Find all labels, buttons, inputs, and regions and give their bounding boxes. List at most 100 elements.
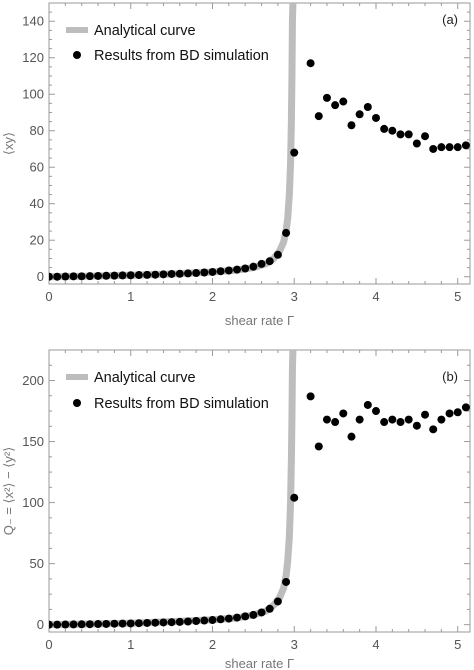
data-point xyxy=(273,597,282,606)
data-point xyxy=(445,409,454,418)
legend: Analytical curve Results from BD simulati… xyxy=(66,23,269,64)
data-point xyxy=(200,616,209,625)
panel-a: 0 1 2 3 4 5 0 20 40 60 80 100 120 140 shear rate Γ ⟨xy⟩… xyxy=(1,2,471,328)
data-point xyxy=(314,112,323,121)
data-point xyxy=(94,271,103,280)
x-axis-label: shear rate Γ xyxy=(225,656,294,670)
data-point xyxy=(175,617,184,626)
legend-label-analytical: Analytical curve xyxy=(94,23,196,39)
data-point xyxy=(388,126,397,135)
data-point xyxy=(461,403,470,412)
data-point xyxy=(396,418,405,427)
data-point xyxy=(265,257,274,266)
y-tick-label: 20 xyxy=(30,233,44,248)
y-tick-label: 150 xyxy=(22,434,44,449)
data-point xyxy=(437,143,446,152)
data-point xyxy=(110,271,119,280)
data-point xyxy=(134,271,143,280)
y-tick-label: 80 xyxy=(30,123,44,138)
x-tick-label: 5 xyxy=(454,289,461,304)
data-point xyxy=(290,148,299,157)
y-axis-label: Q₋ = ⟨x²⟩ − ⟨y²⟩ xyxy=(1,447,16,536)
data-point xyxy=(151,618,160,627)
legend-point-swatch xyxy=(73,51,81,59)
analytical-curve xyxy=(49,3,297,281)
data-point xyxy=(429,425,438,434)
data-point xyxy=(257,608,266,617)
data-point xyxy=(437,415,446,424)
data-point xyxy=(249,262,258,271)
y-axis-label: ⟨xy⟩ xyxy=(1,132,16,155)
y-tick-label: 140 xyxy=(22,14,44,29)
plot-frame xyxy=(48,349,471,633)
data-point xyxy=(290,493,299,502)
data-point xyxy=(118,271,127,280)
data-point xyxy=(339,97,348,106)
data-point xyxy=(282,577,291,586)
data-point xyxy=(331,418,340,427)
data-point xyxy=(282,228,291,237)
data-point xyxy=(167,269,176,278)
legend: Analytical curve Results from BD simulati… xyxy=(66,370,269,412)
legend-label-simulation: Results from BD simulation xyxy=(94,48,269,64)
data-point xyxy=(371,407,380,416)
x-tick-label: 1 xyxy=(127,289,134,304)
panel-tag: (a) xyxy=(442,12,458,27)
data-point xyxy=(404,130,413,139)
legend-point-swatch xyxy=(73,399,81,407)
x-axis-label: shear rate Γ xyxy=(225,313,294,328)
data-point xyxy=(94,620,103,629)
y-tick-label: 0 xyxy=(37,617,44,632)
data-point xyxy=(175,269,184,278)
data-point xyxy=(241,612,250,621)
data-point xyxy=(118,619,127,628)
legend-label-analytical: Analytical curve xyxy=(94,370,196,386)
data-point xyxy=(49,620,53,629)
data-point xyxy=(192,269,201,278)
data-point xyxy=(388,415,397,424)
data-point xyxy=(61,272,70,281)
data-point xyxy=(322,93,331,102)
data-point xyxy=(151,270,160,279)
y-tick-label: 100 xyxy=(22,87,44,102)
data-point xyxy=(355,415,364,424)
x-tick-label: 4 xyxy=(372,289,379,304)
plot-area xyxy=(49,350,470,629)
data-point xyxy=(126,271,135,280)
data-point xyxy=(412,421,421,430)
data-point xyxy=(371,113,380,122)
data-point xyxy=(167,618,176,627)
data-point xyxy=(453,408,462,417)
data-point xyxy=(445,143,454,152)
x-tick-label: 3 xyxy=(291,289,298,304)
data-point xyxy=(322,415,331,424)
data-point xyxy=(134,619,143,628)
x-tick-label: 2 xyxy=(209,637,216,652)
data-point xyxy=(363,103,372,112)
legend-label-simulation: Results from BD simulation xyxy=(94,396,269,412)
data-point xyxy=(241,264,250,273)
data-point xyxy=(331,101,340,110)
data-point xyxy=(363,400,372,409)
x-tick-label: 5 xyxy=(454,637,461,652)
data-point xyxy=(85,272,94,281)
data-point xyxy=(306,392,315,401)
data-point xyxy=(216,615,225,624)
data-point xyxy=(421,132,430,141)
data-point xyxy=(233,613,242,622)
data-point xyxy=(380,124,389,133)
x-tick-label: 0 xyxy=(45,637,52,652)
x-tick-label: 1 xyxy=(127,637,134,652)
data-point xyxy=(61,620,70,629)
data-point xyxy=(192,617,201,626)
data-point xyxy=(233,265,242,274)
data-point xyxy=(69,620,78,629)
panel-tag: (b) xyxy=(442,369,458,384)
data-point xyxy=(306,59,315,68)
data-point xyxy=(102,271,111,280)
y-tick-label: 120 xyxy=(22,50,44,65)
data-point xyxy=(339,409,348,418)
data-point xyxy=(421,410,430,419)
